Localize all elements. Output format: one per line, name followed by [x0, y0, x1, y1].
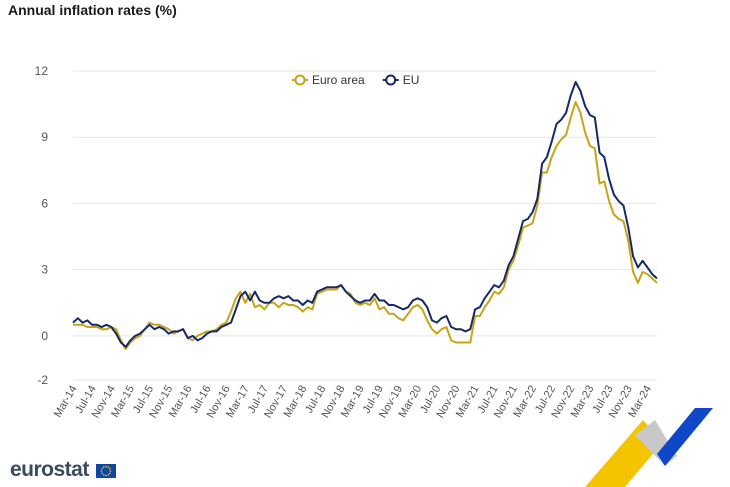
y-tick-label: 12: [35, 64, 49, 78]
x-tick-label: Mar-14: [52, 384, 80, 420]
eu-flag-icon: [96, 464, 116, 478]
y-tick-label: 3: [41, 263, 48, 277]
y-axis: 12 9 6 3 0 -2: [35, 64, 49, 387]
y-tick-label: 9: [41, 130, 48, 144]
y-tick-label: 0: [41, 329, 48, 343]
grid-lines: [73, 70, 657, 381]
legend: Euro area EU: [292, 73, 419, 87]
legend-marker: [385, 74, 397, 86]
eurostat-corner-graphic: [585, 408, 713, 487]
chart-title: Annual inflation rates (%): [8, 2, 177, 18]
legend-label: Euro area: [312, 73, 365, 87]
legend-marker: [294, 74, 306, 86]
y-tick-label: -2: [37, 373, 48, 387]
y-tick-label: 6: [41, 196, 48, 210]
series-line: [73, 100, 658, 351]
legend-label: EU: [403, 73, 420, 87]
series-line: [72, 81, 658, 348]
eurostat-logo: eurostat: [10, 458, 89, 481]
x-axis: Mar-14Jul-14Nov-14Mar-15Jul-15Nov-15Mar-…: [52, 384, 654, 421]
series-lines: [72, 81, 658, 351]
